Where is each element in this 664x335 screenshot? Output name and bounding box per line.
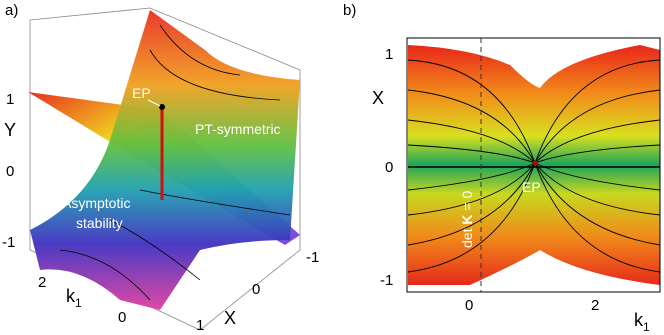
annotation: PT-symmetric [195, 121, 281, 137]
ep-point [532, 160, 538, 166]
surface-sheet [30, 10, 300, 310]
tick-label: 1 [6, 91, 14, 108]
box-frame [29, 7, 301, 331]
axis-title: X [372, 88, 384, 108]
tick-label: 1 [385, 46, 393, 63]
tick-label: -1 [380, 272, 393, 289]
panel-label: b) [343, 2, 356, 19]
tick-label: -1 [2, 234, 15, 251]
tick-label: 0 [385, 159, 393, 176]
annotation: Asymptotic [62, 195, 130, 211]
panel-label: a) [5, 2, 18, 19]
annotation-part: det [459, 225, 475, 248]
axis-title-main: k [66, 286, 76, 306]
tick-label: -1 [306, 249, 319, 266]
ep-point [159, 104, 165, 110]
annotation: EP [522, 179, 541, 195]
annotation-part: K [459, 215, 475, 225]
panel-a: a) Y 1 0 -1 k1 2 0 X -1 0 1 EP PT-symmet… [2, 2, 319, 334]
axis-title-sub: 1 [643, 320, 650, 334]
axis-title: Y [4, 120, 16, 140]
annotation: stability [76, 215, 123, 231]
panel-b: b) X 1 0 -1 0 2 k1 EP det K = 0 [343, 2, 661, 334]
tick-label: 2 [38, 274, 46, 291]
tick-label: 0 [465, 297, 473, 314]
ep-pointer [147, 99, 161, 107]
axis-title-main: k [634, 310, 644, 330]
surface-curves [59, 24, 291, 301]
annotation: det K = 0 [459, 191, 475, 248]
axis-title: k1 [66, 286, 82, 310]
annotation: EP [132, 85, 151, 101]
plot-frame [406, 37, 661, 293]
tick-label: 0 [118, 309, 126, 326]
tick-label: 1 [196, 317, 204, 334]
axis-title: X [224, 308, 236, 328]
axis-title: k1 [634, 310, 650, 334]
tick-label: 0 [252, 281, 260, 298]
annotation-part: = 0 [459, 191, 475, 215]
tick-label: 0 [6, 163, 14, 180]
axis-title-sub: 1 [75, 296, 82, 310]
tick-label: 2 [591, 297, 599, 314]
